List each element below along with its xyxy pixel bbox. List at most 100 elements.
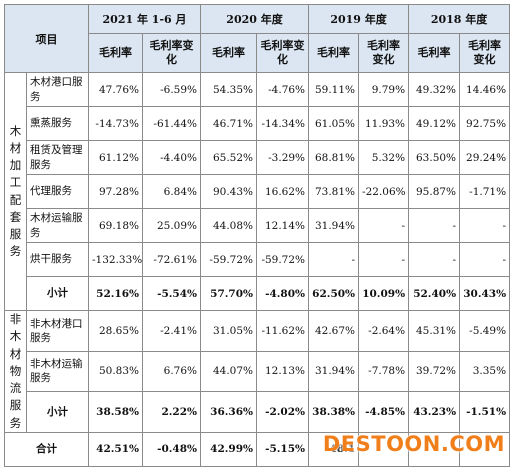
subtotal-value: -1.51% <box>459 391 511 433</box>
subtotal-value: -4.80% <box>256 276 310 311</box>
value-cell: 54.35% <box>200 72 258 107</box>
col-change: 毛利率变化 <box>358 33 410 73</box>
value-cell: -1.71% <box>459 174 511 209</box>
value-cell: 3.35% <box>459 350 511 393</box>
subtotal-value: 43.23% <box>408 391 461 433</box>
value-cell: 68.81% <box>308 140 360 175</box>
value-cell: -22.06% <box>358 174 410 209</box>
value-cell: -14.73% <box>88 106 143 141</box>
subtotal-value: 57.70% <box>200 276 258 311</box>
col-gross-margin: 毛利率 <box>408 33 461 73</box>
value-cell: 44.08% <box>200 208 258 243</box>
row-label: 熏蒸服务 <box>26 106 89 141</box>
value-cell: 14.46% <box>459 72 511 107</box>
value-cell: - <box>459 242 511 277</box>
value-cell: -2.64% <box>358 310 410 352</box>
table-row: 租赁及管理服务 61.12% -4.40% 65.52% -3.29% 68.81% 5.3… <box>5 140 511 175</box>
value-cell: 90.43% <box>200 174 258 209</box>
col-gross-margin: 毛利率 <box>308 33 360 73</box>
value-cell: -14.34% <box>256 106 310 141</box>
period-header: 2019 年度 <box>308 4 410 34</box>
table-row: 非木材运输服务 50.83% 6.76% 44.07% 12.13% 31.94% -7.7… <box>5 350 511 393</box>
item-header: 项目 <box>4 4 89 73</box>
col-gross-margin: 毛利率 <box>88 33 143 73</box>
gross-margin-table: 项目 2021 年 1-6 月 2020 年度 2019 年度 2018 年度 … <box>4 4 511 467</box>
value-cell: -6.59% <box>141 72 202 107</box>
row-label: 非木材港口服务 <box>26 310 89 352</box>
total-value: 42.51% <box>88 431 143 467</box>
subtotal-value: -2.02% <box>256 391 310 433</box>
value-cell: 28.65% <box>88 310 143 352</box>
subtotal-value: 30.43% <box>459 276 511 311</box>
value-cell: 25.09% <box>141 208 202 243</box>
value-cell: 69.18% <box>88 208 143 243</box>
value-cell: 5.32% <box>358 140 410 175</box>
subtotal-value: 36.36% <box>200 391 258 433</box>
subtotal-row: 小计 52.16% -5.54% 57.70% -4.80% 62.50% 10.09% 52… <box>5 276 511 311</box>
subtotal-value: -4.85% <box>358 391 410 433</box>
period-header: 2020 年度 <box>200 4 310 34</box>
total-value: -0.48% <box>141 431 202 467</box>
value-cell: -59.72% <box>256 242 310 277</box>
value-cell: 47.76% <box>88 72 143 107</box>
value-cell: -5.49% <box>459 310 511 352</box>
row-label: 非木材运输服务 <box>26 350 89 393</box>
table-row: 熏蒸服务 -14.73% -61.44% 46.71% -14.34% 61.05% 11.… <box>5 106 511 141</box>
value-cell: -72.61% <box>141 242 202 277</box>
value-cell: 39.72% <box>408 350 461 393</box>
total-label: 合计 <box>4 431 89 467</box>
value-cell: - <box>408 242 461 277</box>
value-cell: 46.71% <box>200 106 258 141</box>
subtotal-value: -5.54% <box>141 276 202 311</box>
value-cell: -11.62% <box>256 310 310 352</box>
row-label: 烘干服务 <box>26 242 89 277</box>
col-change: 毛利率变化 <box>256 33 310 73</box>
value-cell: - <box>459 208 511 243</box>
subtotal-value: 52.40% <box>408 276 461 311</box>
value-cell: -2.41% <box>141 310 202 352</box>
value-cell: 92.75% <box>459 106 511 141</box>
table-row: 木材加工配套服务 木材港口服务 47.76% -6.59% 54.35% -4.76% 59… <box>4 72 511 311</box>
subtotal-value: 10.09% <box>358 276 410 311</box>
value-cell: -4.40% <box>141 140 202 175</box>
value-cell: 29.24% <box>459 140 511 175</box>
value-cell: 42.67% <box>308 310 360 352</box>
value-cell: 95.87% <box>408 174 461 209</box>
value-cell: 6.84% <box>141 174 202 209</box>
value-cell: 49.32% <box>408 72 461 107</box>
subtotal-value: 2.22% <box>141 391 202 433</box>
subtotal-value: 38.38% <box>308 391 360 433</box>
value-cell: 31.94% <box>308 350 360 393</box>
row-label: 租赁及管理服务 <box>26 140 89 175</box>
row-label: 代理服务 <box>26 174 89 209</box>
row-label: 木材运输服务 <box>26 208 89 243</box>
value-cell: 31.05% <box>200 310 258 352</box>
col-change: 毛利率变化 <box>459 33 511 73</box>
value-cell: -59.72% <box>200 242 258 277</box>
value-cell: 31.94% <box>308 208 360 243</box>
value-cell: -132.33% <box>88 242 143 277</box>
watermark: DESTOON.COM <box>322 432 505 456</box>
value-cell: 11.93% <box>358 106 410 141</box>
subtotal-label: 小计 <box>26 391 89 433</box>
value-cell: 61.12% <box>88 140 143 175</box>
subtotal-label: 小计 <box>26 276 89 311</box>
value-cell: 63.50% <box>408 140 461 175</box>
table-row: 木材运输服务 69.18% 25.09% 44.08% 12.14% 31.94% - - - <box>5 208 511 243</box>
value-cell: -7.78% <box>358 350 410 393</box>
table-row: 烘干服务 -132.33% -72.61% -59.72% -59.72% - - - - <box>5 242 511 277</box>
period-header: 2018 年度 <box>408 4 511 34</box>
total-value: -5.15% <box>256 431 310 467</box>
table-row: 代理服务 97.28% 6.84% 90.43% 16.62% 73.81% -22.06%… <box>5 174 511 209</box>
value-cell: - <box>408 208 461 243</box>
value-cell: 9.79% <box>358 72 410 107</box>
subtotal-row: 小计 38.58% 2.22% 36.36% -2.02% 38.38% -4.85% 43.… <box>5 391 511 433</box>
period-header: 2021 年 1-6 月 <box>87 4 202 34</box>
table-row: 非木材物流服务 非木材港口服务 28.65% -2.41% 31.05% -11.62% 4… <box>4 310 511 433</box>
table-body: 木材加工配套服务 木材港口服务 47.76% -6.59% 54.35% -4.76% 59… <box>4 72 511 467</box>
subtotal-value: 38.58% <box>88 391 143 433</box>
value-cell: - <box>358 242 410 277</box>
value-cell: 45.31% <box>408 310 461 352</box>
col-change: 毛利率变化 <box>141 33 202 73</box>
value-cell: 12.14% <box>256 208 310 243</box>
